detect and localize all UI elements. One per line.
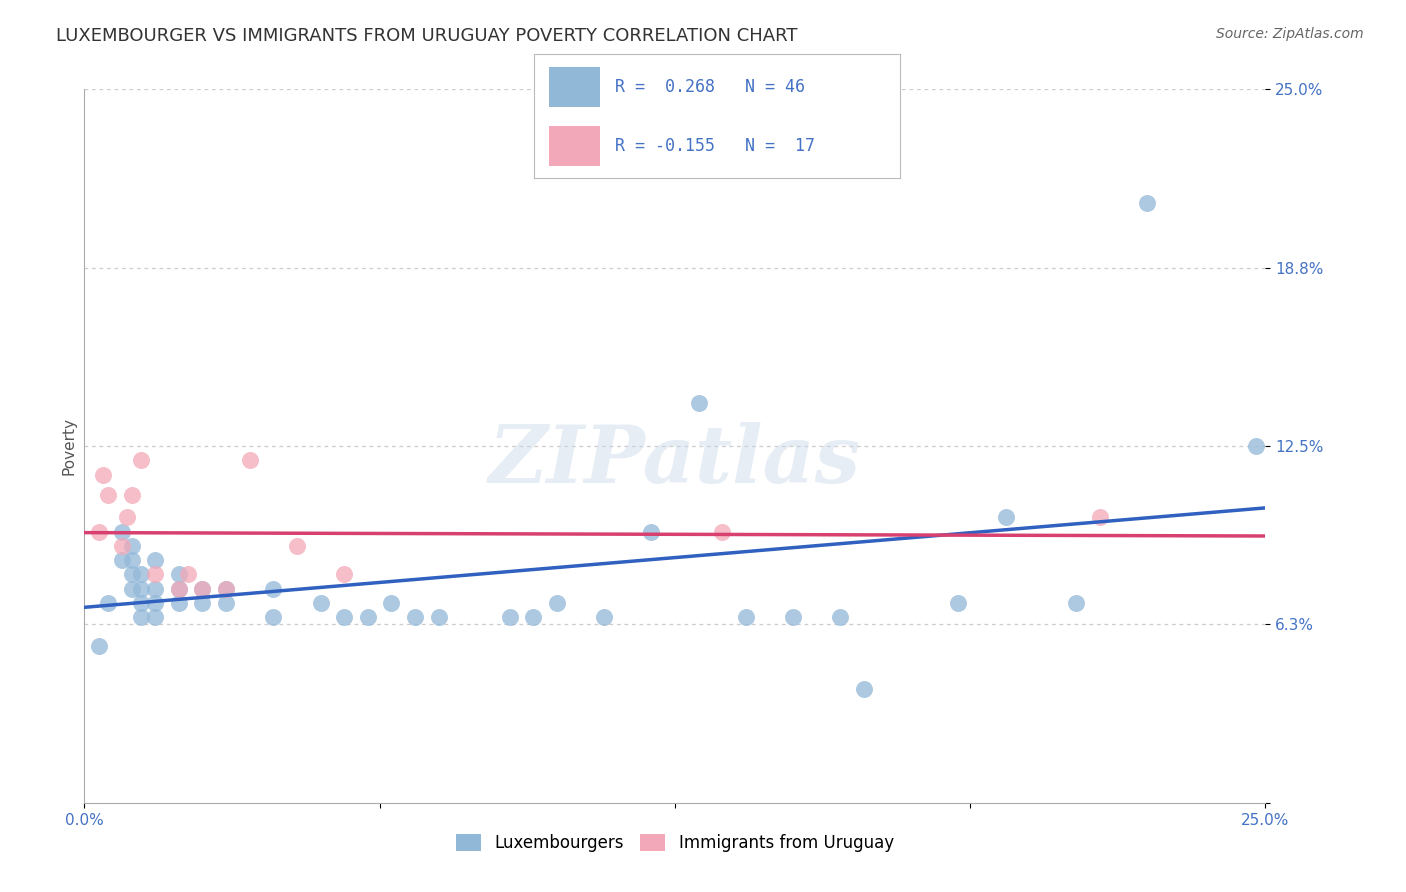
- Point: [97, 487, 120, 501]
- Point: [97, 596, 120, 610]
- Point: [121, 567, 143, 582]
- Point: [215, 596, 238, 610]
- Point: [215, 582, 238, 596]
- Point: [1136, 196, 1159, 211]
- Legend: Luxembourgers, Immigrants from Uruguay: Luxembourgers, Immigrants from Uruguay: [450, 827, 900, 859]
- Point: [239, 453, 262, 467]
- Text: Source: ZipAtlas.com: Source: ZipAtlas.com: [1216, 27, 1364, 41]
- Point: [121, 553, 143, 567]
- Point: [593, 610, 616, 624]
- Point: [1088, 510, 1111, 524]
- Point: [711, 524, 734, 539]
- Point: [115, 510, 138, 524]
- Point: [782, 610, 804, 624]
- Point: [143, 596, 166, 610]
- Point: [852, 681, 875, 696]
- Point: [167, 567, 190, 582]
- FancyBboxPatch shape: [548, 126, 600, 166]
- Point: [129, 582, 152, 596]
- Point: [87, 524, 110, 539]
- Point: [191, 582, 214, 596]
- Point: [734, 610, 756, 624]
- Point: [640, 524, 662, 539]
- Point: [167, 582, 190, 596]
- Point: [427, 610, 450, 624]
- Point: [143, 567, 166, 582]
- Point: [143, 610, 166, 624]
- Point: [143, 553, 166, 567]
- Y-axis label: Poverty: Poverty: [60, 417, 76, 475]
- Point: [111, 524, 134, 539]
- Point: [121, 539, 143, 553]
- Point: [177, 567, 200, 582]
- Point: [262, 610, 284, 624]
- Text: R =  0.268   N = 46: R = 0.268 N = 46: [614, 78, 804, 96]
- Point: [333, 610, 356, 624]
- Point: [262, 582, 284, 596]
- Point: [167, 596, 190, 610]
- Point: [948, 596, 970, 610]
- Point: [143, 582, 166, 596]
- Point: [1066, 596, 1088, 610]
- Point: [121, 487, 143, 501]
- Point: [129, 567, 152, 582]
- Point: [129, 596, 152, 610]
- Point: [91, 467, 114, 482]
- Point: [167, 582, 190, 596]
- Text: ZIPatlas: ZIPatlas: [489, 422, 860, 499]
- Point: [309, 596, 332, 610]
- Point: [404, 610, 426, 624]
- Point: [87, 639, 110, 653]
- Point: [121, 582, 143, 596]
- Point: [498, 610, 520, 624]
- Point: [357, 610, 380, 624]
- Point: [129, 453, 152, 467]
- Point: [333, 567, 356, 582]
- Point: [1244, 439, 1267, 453]
- Point: [191, 596, 214, 610]
- Point: [688, 396, 710, 410]
- Text: R = -0.155   N =  17: R = -0.155 N = 17: [614, 137, 814, 155]
- Point: [111, 553, 134, 567]
- Point: [546, 596, 568, 610]
- Point: [285, 539, 308, 553]
- Point: [129, 610, 152, 624]
- Point: [111, 539, 134, 553]
- Point: [215, 582, 238, 596]
- Point: [994, 510, 1017, 524]
- Point: [522, 610, 544, 624]
- FancyBboxPatch shape: [548, 67, 600, 107]
- Point: [380, 596, 402, 610]
- Text: LUXEMBOURGER VS IMMIGRANTS FROM URUGUAY POVERTY CORRELATION CHART: LUXEMBOURGER VS IMMIGRANTS FROM URUGUAY …: [56, 27, 797, 45]
- Point: [191, 582, 214, 596]
- Point: [830, 610, 852, 624]
